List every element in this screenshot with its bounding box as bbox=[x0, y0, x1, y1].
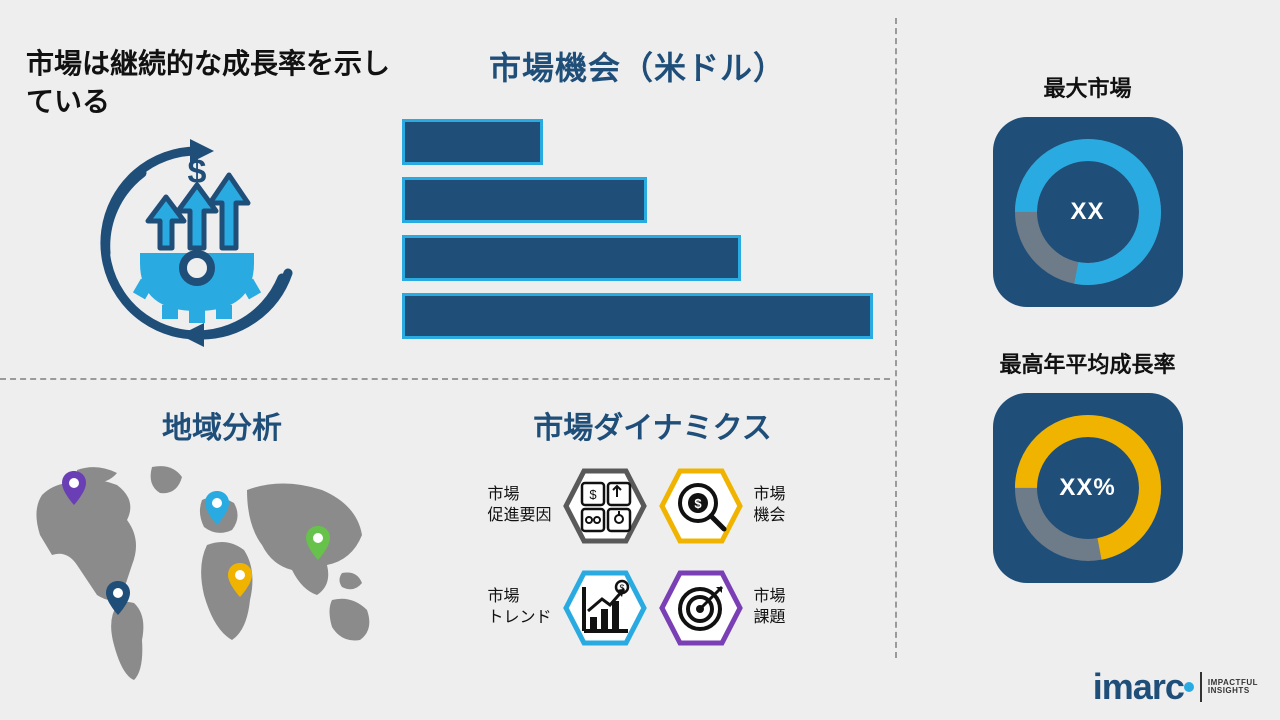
dynamics-item: 市場トレンド $ bbox=[438, 569, 648, 647]
right-panel: 最大市場 XX 最高年平均成長率 XX% bbox=[895, 0, 1280, 720]
dynamics-label: 市場トレンド bbox=[487, 587, 551, 629]
largest-market-card: XX bbox=[993, 117, 1183, 307]
hexagon-icon: $ bbox=[658, 467, 744, 545]
dynamics-title: 市場ダイナミクス bbox=[432, 403, 873, 447]
dynamics-item: 市場課題 bbox=[658, 569, 868, 647]
growth-title: 市場は継続的な成長率を示している bbox=[26, 45, 402, 121]
map-pin-icon bbox=[228, 563, 252, 597]
logo-divider bbox=[1200, 672, 1202, 702]
opportunity-title: 市場機会（米ドル） bbox=[402, 43, 873, 89]
region-title: 地域分析 bbox=[22, 403, 422, 447]
opportunity-bar bbox=[402, 177, 647, 223]
opportunity-bars bbox=[402, 119, 873, 339]
dynamics-item: 市場促進要因 $ bbox=[438, 467, 648, 545]
dynamics-label: 市場課題 bbox=[754, 587, 786, 629]
largest-market-value: XX bbox=[1070, 198, 1104, 226]
svg-text:$: $ bbox=[619, 583, 624, 593]
largest-market-title: 最大市場 bbox=[915, 71, 1260, 103]
map-pin-icon bbox=[306, 526, 330, 560]
logo-dot-icon bbox=[1184, 682, 1194, 692]
svg-text:$: $ bbox=[589, 487, 597, 502]
left-panel: 市場は継続的な成長率を示している $ bbox=[0, 0, 895, 720]
cagr-card: XX% bbox=[993, 393, 1183, 583]
svg-text:$: $ bbox=[694, 496, 702, 511]
logo-text: imarc bbox=[1093, 666, 1184, 708]
hexagon-icon: $ bbox=[562, 467, 648, 545]
hexagon-icon bbox=[658, 569, 744, 647]
cagr-value: XX% bbox=[1059, 474, 1115, 502]
opportunity-bar bbox=[402, 235, 741, 281]
logo-sub2: INSIGHTS bbox=[1208, 687, 1258, 695]
hexagon-icon: $ bbox=[562, 569, 648, 647]
world-map bbox=[22, 455, 422, 695]
logo: imarc IMPACTFUL INSIGHTS bbox=[1093, 666, 1258, 708]
cagr-title: 最高年平均成長率 bbox=[915, 347, 1260, 379]
growth-icon: $ bbox=[82, 133, 402, 358]
dynamics-grid: 市場促進要因 $ $ 市場機会市場トレンド $ 市場課題 bbox=[432, 467, 873, 647]
dynamics-label: 市場促進要因 bbox=[487, 485, 551, 527]
opportunity-bar bbox=[402, 293, 873, 339]
opportunity-bar bbox=[402, 119, 543, 165]
map-pin-icon bbox=[106, 581, 130, 615]
map-pin-icon bbox=[205, 491, 229, 525]
dynamics-label: 市場機会 bbox=[754, 485, 786, 527]
dynamics-item: $ 市場機会 bbox=[658, 467, 868, 545]
map-pin-icon bbox=[62, 471, 86, 505]
